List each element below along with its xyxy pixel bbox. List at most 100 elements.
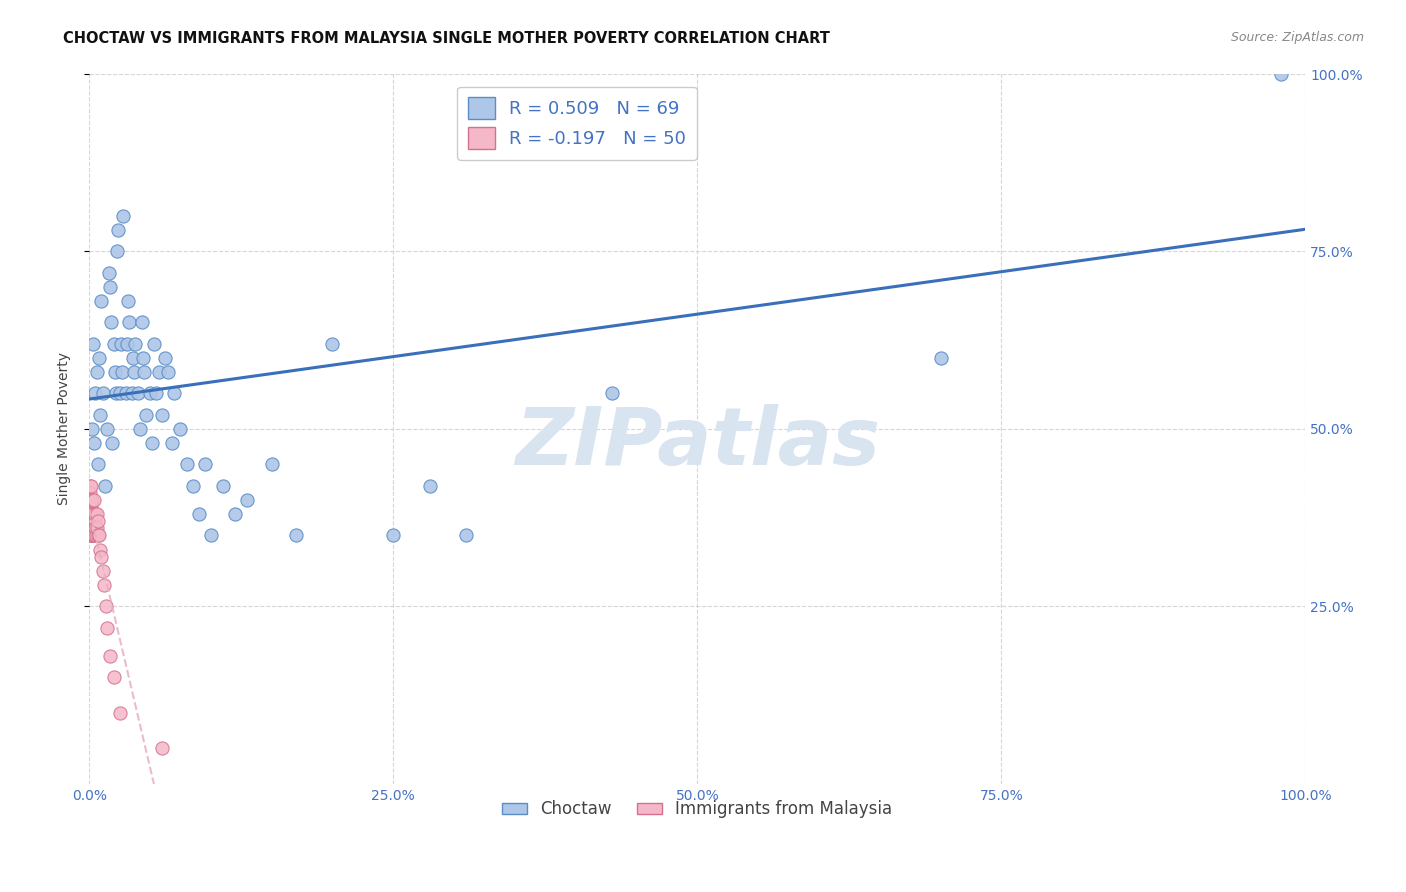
Point xyxy=(139,386,162,401)
Point xyxy=(115,336,138,351)
Point xyxy=(456,528,478,542)
Point xyxy=(80,528,103,542)
Point xyxy=(82,528,104,542)
Point xyxy=(141,436,163,450)
Point xyxy=(79,492,101,507)
Y-axis label: Single Mother Poverty: Single Mother Poverty xyxy=(58,352,72,506)
Point xyxy=(90,294,112,309)
Point xyxy=(122,351,145,365)
Point xyxy=(108,386,131,401)
Point xyxy=(86,507,108,521)
Point xyxy=(84,507,107,521)
Point xyxy=(122,365,145,379)
Point xyxy=(135,408,157,422)
Point xyxy=(169,422,191,436)
Point xyxy=(110,336,132,351)
Point xyxy=(83,436,105,450)
Point xyxy=(321,336,343,351)
Point xyxy=(285,528,308,542)
Point xyxy=(83,492,105,507)
Point xyxy=(104,365,127,379)
Point xyxy=(200,528,222,542)
Point xyxy=(79,521,101,535)
Point xyxy=(224,507,246,521)
Point xyxy=(114,386,136,401)
Point xyxy=(86,521,108,535)
Point xyxy=(94,599,117,614)
Point xyxy=(83,528,105,542)
Point xyxy=(82,528,104,542)
Point xyxy=(82,507,104,521)
Point xyxy=(82,507,104,521)
Point xyxy=(84,386,107,401)
Point xyxy=(382,528,405,542)
Point xyxy=(79,478,101,492)
Point xyxy=(87,514,110,528)
Legend: Choctaw, Immigrants from Malaysia: Choctaw, Immigrants from Malaysia xyxy=(495,794,898,825)
Point xyxy=(124,336,146,351)
Point xyxy=(80,500,103,514)
Point xyxy=(540,88,562,103)
Point xyxy=(80,478,103,492)
Point xyxy=(212,478,235,492)
Point xyxy=(103,670,125,684)
Point xyxy=(131,315,153,329)
Point xyxy=(79,485,101,500)
Point xyxy=(107,223,129,237)
Point xyxy=(129,422,152,436)
Text: CHOCTAW VS IMMIGRANTS FROM MALAYSIA SINGLE MOTHER POVERTY CORRELATION CHART: CHOCTAW VS IMMIGRANTS FROM MALAYSIA SING… xyxy=(63,31,830,46)
Point xyxy=(93,578,115,592)
Point xyxy=(96,422,118,436)
Point xyxy=(111,365,134,379)
Point xyxy=(87,351,110,365)
Point xyxy=(127,386,149,401)
Point xyxy=(83,507,105,521)
Point xyxy=(89,542,111,557)
Point xyxy=(479,88,502,103)
Point xyxy=(148,365,170,379)
Point xyxy=(80,507,103,521)
Point xyxy=(150,408,173,422)
Point xyxy=(108,706,131,720)
Point xyxy=(160,436,183,450)
Point xyxy=(91,386,114,401)
Text: Source: ZipAtlas.com: Source: ZipAtlas.com xyxy=(1230,31,1364,45)
Point xyxy=(419,478,441,492)
Point xyxy=(87,528,110,542)
Point xyxy=(100,315,122,329)
Point xyxy=(82,521,104,535)
Point xyxy=(96,621,118,635)
Point xyxy=(600,386,623,401)
Point xyxy=(79,492,101,507)
Point xyxy=(187,507,209,521)
Point xyxy=(98,280,121,294)
Point xyxy=(89,408,111,422)
Point xyxy=(80,492,103,507)
Point xyxy=(82,336,104,351)
Point xyxy=(118,315,141,329)
Point xyxy=(105,244,128,259)
Point xyxy=(132,351,155,365)
Point xyxy=(142,336,165,351)
Point xyxy=(84,528,107,542)
Point xyxy=(194,458,217,472)
Point xyxy=(80,521,103,535)
Point xyxy=(103,336,125,351)
Point xyxy=(132,365,155,379)
Point xyxy=(80,422,103,436)
Point xyxy=(101,436,124,450)
Point xyxy=(79,528,101,542)
Point xyxy=(150,741,173,756)
Point xyxy=(80,514,103,528)
Point xyxy=(112,209,135,223)
Point xyxy=(176,458,198,472)
Point xyxy=(260,458,283,472)
Point xyxy=(98,648,121,663)
Point xyxy=(90,549,112,564)
Point xyxy=(79,507,101,521)
Point xyxy=(87,528,110,542)
Point xyxy=(80,507,103,521)
Point xyxy=(94,478,117,492)
Point xyxy=(80,507,103,521)
Point xyxy=(79,514,101,528)
